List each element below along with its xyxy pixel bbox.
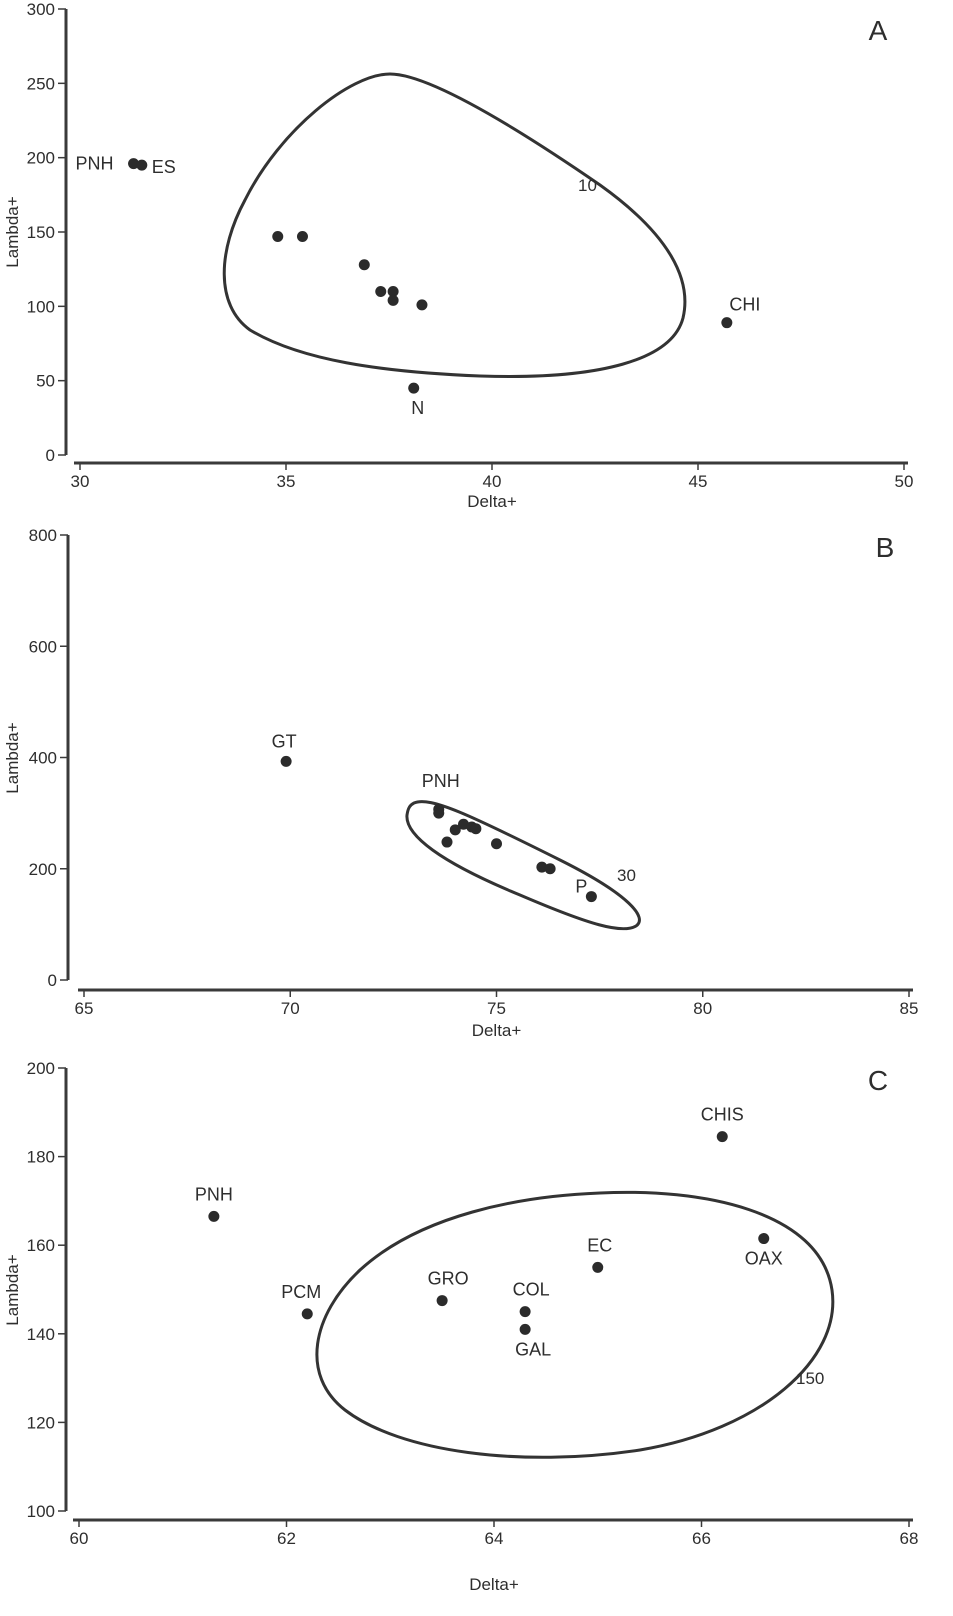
point-label: OAX bbox=[745, 1249, 783, 1269]
point-label: EC bbox=[587, 1235, 612, 1255]
point-label: PNH bbox=[195, 1184, 233, 1204]
x-tick-label: 66 bbox=[692, 1529, 711, 1548]
x-tick-label: 70 bbox=[281, 999, 300, 1018]
y-tick-label: 160 bbox=[27, 1236, 55, 1255]
data-point bbox=[585, 891, 597, 903]
y-tick-label: 200 bbox=[27, 1059, 55, 1078]
data-point bbox=[470, 823, 482, 835]
point-label: N bbox=[411, 398, 424, 418]
data-point bbox=[436, 1295, 448, 1307]
y-tick-label: 100 bbox=[27, 297, 55, 316]
data-point bbox=[375, 285, 387, 297]
x-tick-label: 68 bbox=[900, 1529, 919, 1548]
data-point bbox=[387, 294, 399, 306]
x-tick-label: 45 bbox=[689, 472, 708, 491]
contour-label-a: 10 bbox=[578, 176, 597, 195]
contour-label-c: 150 bbox=[796, 1369, 824, 1388]
data-point bbox=[458, 818, 469, 830]
x-axis-title: Delta+ bbox=[469, 1575, 519, 1594]
x-tick-label: 85 bbox=[900, 999, 919, 1018]
y-axis-title: Lambda+ bbox=[3, 196, 22, 267]
contour-label-b: 30 bbox=[617, 866, 636, 885]
point-label: CHI bbox=[729, 295, 760, 315]
y-tick-label: 0 bbox=[46, 446, 55, 465]
data-point bbox=[208, 1210, 220, 1222]
data-point bbox=[280, 755, 292, 767]
y-tick-label: 200 bbox=[27, 149, 55, 168]
data-point bbox=[136, 159, 148, 171]
probability-contour-a bbox=[222, 72, 687, 378]
data-point bbox=[491, 838, 502, 850]
x-tick-label: 60 bbox=[70, 1529, 89, 1548]
x-tick-label: 62 bbox=[277, 1529, 296, 1548]
y-tick-label: 100 bbox=[27, 1502, 55, 1521]
data-point bbox=[128, 158, 140, 170]
point-label: COL bbox=[513, 1280, 550, 1300]
data-point bbox=[592, 1261, 604, 1273]
y-tick-label: 600 bbox=[29, 637, 57, 656]
point-label: PNH bbox=[76, 154, 114, 174]
y-tick-label: 400 bbox=[29, 749, 57, 768]
point-label: P bbox=[575, 877, 587, 897]
data-point bbox=[387, 285, 399, 297]
y-tick-label: 150 bbox=[27, 223, 55, 242]
data-point bbox=[519, 1306, 531, 1318]
data-point bbox=[272, 230, 284, 242]
data-point bbox=[441, 836, 453, 848]
panel-a: A 10 30 35 40 45 50 0 50 100 150 200 250 300 Delta+ L… bbox=[3, 0, 913, 511]
data-point bbox=[416, 299, 428, 311]
y-tick-label: 200 bbox=[29, 860, 57, 879]
data-point bbox=[716, 1131, 728, 1143]
y-tick-label: 50 bbox=[36, 372, 55, 391]
data-point bbox=[358, 259, 370, 271]
probability-contour-b bbox=[405, 800, 641, 931]
x-tick-label: 65 bbox=[75, 999, 94, 1018]
y-tick-label: 140 bbox=[27, 1325, 55, 1344]
y-tick-label: 180 bbox=[27, 1148, 55, 1167]
y-tick-label: 300 bbox=[27, 0, 55, 19]
data-point bbox=[544, 863, 556, 875]
panel-c: C 150 60 62 64 66 68 100 120 140 160 180 200 Delta+… bbox=[3, 1059, 918, 1594]
x-axis-title: Delta+ bbox=[467, 492, 517, 511]
point-label: GAL bbox=[515, 1339, 551, 1359]
data-point bbox=[296, 230, 308, 242]
data-point bbox=[758, 1233, 770, 1245]
panel-letter-c: C bbox=[868, 1065, 888, 1096]
data-point bbox=[536, 861, 548, 873]
x-axis-title: Delta+ bbox=[472, 1021, 522, 1040]
x-tick-label: 50 bbox=[895, 472, 914, 491]
data-point bbox=[449, 824, 461, 836]
y-tick-label: 800 bbox=[29, 526, 57, 545]
y-axis-title: Lambda+ bbox=[3, 1254, 22, 1325]
x-tick-label: 75 bbox=[487, 999, 506, 1018]
data-point bbox=[519, 1323, 531, 1335]
probability-contour-c bbox=[315, 1190, 835, 1459]
data-point bbox=[721, 317, 733, 329]
y-tick-label: 0 bbox=[48, 971, 57, 990]
point-label: PCM bbox=[281, 1282, 321, 1302]
panel-b: B 30 65 70 75 80 85 0 200 400 600 800 Delta+ Lambda… bbox=[3, 526, 918, 1040]
x-tick-label: 40 bbox=[483, 472, 502, 491]
y-axis-title: Lambda+ bbox=[3, 722, 22, 793]
point-label: ES bbox=[152, 157, 176, 177]
point-label: PNH bbox=[422, 771, 460, 791]
data-point bbox=[433, 807, 445, 819]
x-tick-label: 64 bbox=[485, 1529, 504, 1548]
x-tick-label: 35 bbox=[277, 472, 296, 491]
panel-letter-a: A bbox=[869, 15, 888, 46]
point-label: CHIS bbox=[701, 1105, 744, 1125]
data-point bbox=[408, 382, 420, 394]
y-tick-label: 250 bbox=[27, 74, 55, 93]
y-tick-label: 120 bbox=[27, 1413, 55, 1432]
panel-letter-b: B bbox=[876, 532, 895, 563]
x-tick-label: 30 bbox=[71, 472, 90, 491]
point-label: GRO bbox=[428, 1269, 469, 1289]
x-tick-label: 80 bbox=[693, 999, 712, 1018]
data-point bbox=[301, 1308, 313, 1320]
point-label: GT bbox=[272, 731, 297, 751]
